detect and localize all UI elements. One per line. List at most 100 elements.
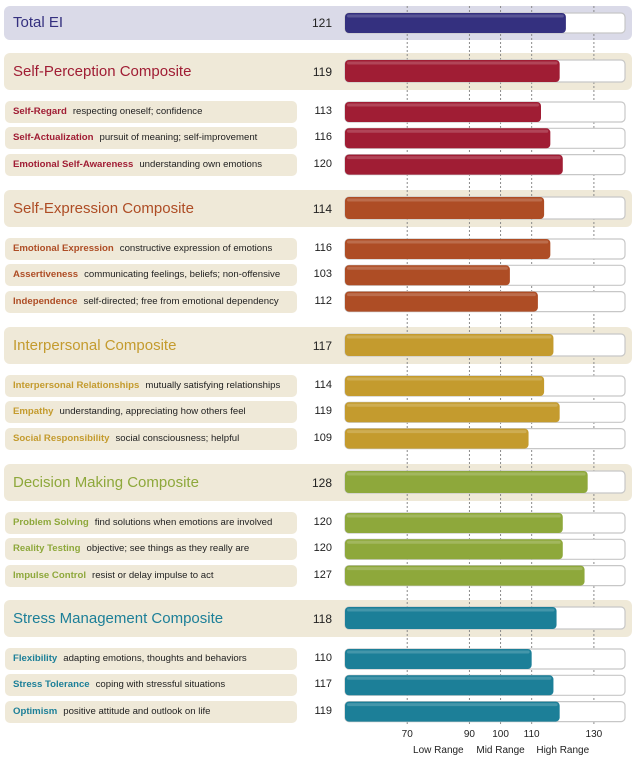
problem-solving-bar-gloss — [347, 514, 561, 518]
problem-solving-label: Problem Solving find solutions when emoti… — [13, 517, 272, 528]
self-expression-composite-bar — [345, 197, 545, 219]
interpersonal-relationships-bar-gloss — [347, 377, 543, 381]
assertiveness-name: Assertiveness — [13, 269, 79, 281]
interpersonal-relationships-description: mutually satisfying relationships — [145, 380, 281, 391]
self-actualization-description: pursuit of meaning; self-improvement — [99, 132, 258, 144]
interpersonal-composite-score: 117 — [312, 339, 332, 353]
stress-management-composite-bar — [345, 607, 557, 629]
assertiveness-description: communicating feelings, beliefs; non-off… — [84, 269, 281, 281]
empathy-description: understanding, appreciating how others f… — [59, 406, 246, 418]
emotional-self-awareness-bar-gloss — [347, 156, 561, 160]
interpersonal-composite-bar — [345, 334, 554, 356]
self-perception-composite-bar-gloss — [347, 61, 558, 65]
emotional-expression-score: 116 — [314, 242, 332, 254]
impulse-control-score: 127 — [313, 568, 332, 581]
self-perception-composite-bar — [345, 60, 560, 82]
total-ei-score: 121 — [311, 16, 332, 30]
problem-solving-description: find solutions when emotions are involve… — [94, 517, 273, 528]
interpersonal-relationships-name: Interpersonal Relationships — [13, 380, 140, 391]
optimism-label: Optimism positive attitude and outlook on… — [13, 706, 210, 717]
self-actualization-row — [5, 127, 297, 150]
self-expression-composite-title: Self-Expression Composite — [13, 200, 194, 217]
social-responsibility-bar-gloss — [347, 430, 527, 434]
interpersonal-relationships-label: Interpersonal Relationships mutually sati… — [13, 380, 280, 391]
independence-name: Independence — [13, 295, 78, 307]
stress-management-composite-title: Stress Management Composite — [13, 610, 224, 627]
emotional-self-awareness-bar — [345, 154, 563, 175]
impulse-control-description: resist or delay impulse to act — [92, 569, 214, 581]
stress-management-composite-bar-gloss — [347, 608, 555, 612]
social-responsibility-bar — [345, 428, 529, 449]
stress-tolerance-label: Stress Tolerance coping with stressful si… — [13, 679, 225, 690]
tick-label-130: 130 — [585, 729, 603, 740]
tick-label-100: 100 — [492, 729, 509, 740]
total-ei-bar-gloss — [347, 14, 564, 18]
stress-tolerance-description: coping with stressful situations — [95, 679, 226, 691]
self-actualization-label: Self-Actualization pursuit of meaning; se… — [13, 132, 257, 143]
problem-solving-bar — [345, 513, 563, 533]
self-actualization-bar-gloss — [347, 129, 549, 133]
stress-tolerance-score: 117 — [314, 678, 332, 691]
interpersonal-composite-title: Interpersonal Composite — [13, 337, 177, 354]
stress-tolerance-bar — [345, 675, 554, 696]
self-regard-bar-gloss — [347, 103, 539, 107]
gridline-layer — [406, 6, 595, 726]
decision-making-composite-title: Decision Making Composite — [13, 474, 199, 491]
flexibility-bar — [345, 649, 532, 669]
empathy-bar-gloss — [347, 403, 558, 407]
social-responsibility-description: social consciousness; helpful — [115, 432, 240, 444]
tick-label-110: 110 — [523, 729, 540, 740]
self-actualization-score: 116 — [314, 131, 332, 144]
assertiveness-bar — [345, 265, 510, 286]
self-actualization-bar — [345, 128, 551, 149]
interpersonal-relationships-bar — [345, 376, 545, 396]
flexibility-name: Flexibility — [13, 653, 58, 664]
problem-solving-score: 120 — [313, 516, 332, 528]
impulse-control-row — [5, 564, 297, 587]
empathy-label: Empathy understanding, appreciating how o… — [13, 406, 246, 417]
self-regard-name: Self-Regard — [13, 106, 67, 117]
emotional-expression-row — [5, 238, 297, 260]
stress-tolerance-row — [5, 674, 297, 697]
interpersonal-relationships-row — [5, 375, 297, 397]
optimism-description: positive attitude and outlook on life — [63, 705, 211, 717]
emotional-self-awareness-name: Emotional Self-Awareness — [13, 158, 134, 170]
decision-making-composite-bar-gloss — [347, 472, 586, 476]
stress-management-composite-score: 118 — [312, 612, 332, 626]
independence-bar-gloss — [347, 293, 536, 297]
emotional-self-awareness-row — [5, 153, 297, 176]
reality-testing-row — [5, 538, 297, 561]
emotional-self-awareness-description: understanding own emotions — [139, 158, 262, 170]
assertiveness-score: 103 — [313, 268, 332, 281]
social-responsibility-score: 109 — [313, 431, 332, 444]
flexibility-score: 110 — [314, 652, 332, 664]
social-responsibility-name: Social Responsibility — [13, 432, 110, 444]
self-regard-row — [5, 101, 297, 123]
assertiveness-label: Assertiveness communicating feelings, bel… — [13, 269, 280, 280]
independence-bar — [345, 291, 538, 312]
bar-track-layer — [344, 12, 626, 723]
emotional-expression-description: constructive expression of emotions — [119, 243, 273, 254]
flexibility-bar-gloss — [347, 650, 530, 654]
reality-testing-label: Reality Testing objective; see things as … — [13, 543, 249, 554]
reality-testing-bar — [345, 539, 563, 560]
range-label-high-range: High Range — [536, 745, 590, 756]
independence-row — [5, 290, 297, 313]
social-responsibility-label: Social Responsibility social consciousnes… — [13, 433, 239, 444]
self-regard-label: Self-Regard respecting oneself; confidenc… — [13, 106, 202, 117]
range-label-mid-range: Mid Range — [476, 745, 525, 756]
impulse-control-label: Impulse Control resist or delay impulse t… — [13, 570, 214, 581]
flexibility-row — [5, 648, 297, 670]
self-perception-composite-score: 119 — [312, 65, 332, 79]
self-regard-score: 113 — [314, 105, 332, 117]
flexibility-description: adapting emotions, thoughts and behavior… — [63, 653, 247, 664]
stress-tolerance-name: Stress Tolerance — [13, 679, 90, 691]
empathy-score: 119 — [314, 405, 332, 418]
optimism-name: Optimism — [13, 705, 58, 717]
emotional-self-awareness-label: Emotional Self-Awareness understanding ow… — [13, 159, 262, 170]
tick-label-90: 90 — [463, 729, 475, 740]
self-expression-composite-score: 114 — [312, 202, 332, 216]
reality-testing-name: Reality Testing — [13, 543, 81, 555]
